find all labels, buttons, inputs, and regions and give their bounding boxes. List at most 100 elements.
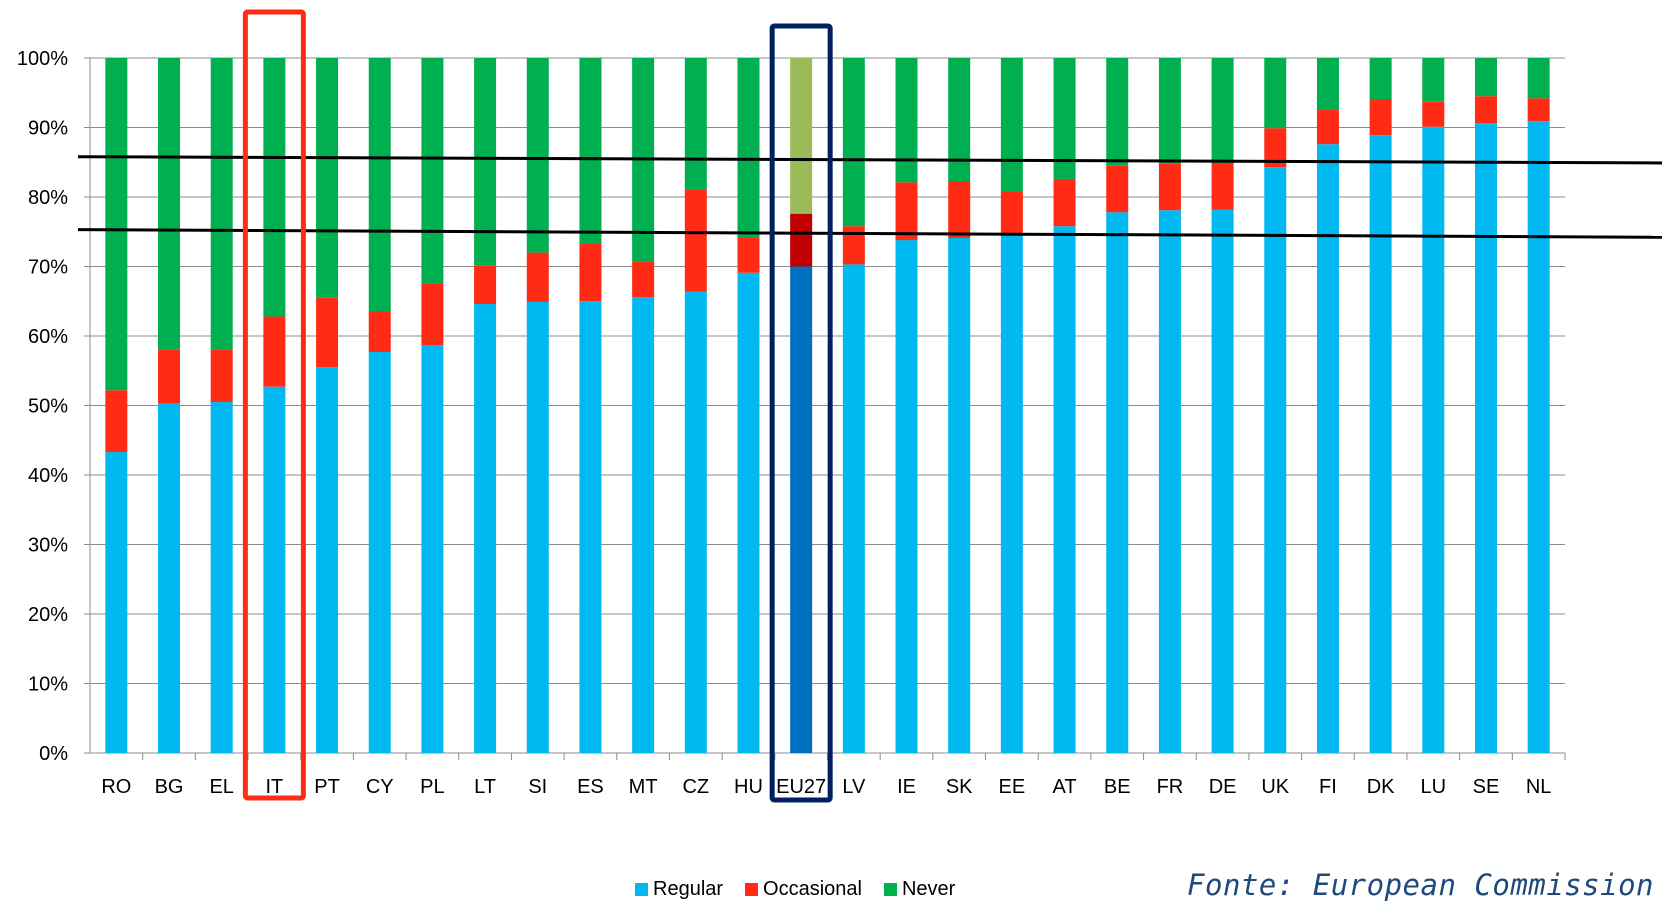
- x-tick-label: PT: [314, 776, 340, 798]
- bar-never-es: [579, 58, 602, 244]
- y-tick-label: 20%: [28, 604, 68, 626]
- x-tick-label: AT: [1053, 776, 1077, 798]
- x-tick-label: FR: [1157, 776, 1184, 798]
- bar-occasional-at: [1053, 178, 1076, 227]
- bar-regular-mt: [632, 297, 655, 753]
- bar-never-pl: [421, 58, 444, 284]
- x-tick-label: EE: [999, 776, 1026, 798]
- bar-occasional-lu: [1422, 101, 1445, 127]
- bar-regular-it: [263, 386, 286, 753]
- bar-never-lu: [1422, 58, 1445, 102]
- x-tick-label: BE: [1104, 776, 1131, 798]
- bar-regular-pt: [316, 367, 339, 753]
- x-tick-label: LU: [1421, 776, 1447, 798]
- bar-regular-fr: [1158, 210, 1181, 753]
- bar-occasional-nl: [1527, 98, 1550, 122]
- bar-occasional-dk: [1369, 99, 1392, 136]
- bar-never-si: [526, 58, 549, 253]
- bar-regular-cz: [684, 291, 707, 753]
- bar-occasional-se: [1474, 96, 1497, 124]
- bar-never-be: [1106, 58, 1129, 166]
- bar-never-eu27: [790, 58, 813, 214]
- bar-regular-lv: [842, 264, 865, 753]
- x-tick-label: BG: [155, 776, 184, 798]
- y-tick-label: 30%: [28, 535, 68, 557]
- x-tick-label: EU27: [776, 776, 826, 798]
- bar-occasional-pt: [316, 297, 339, 368]
- reference-line-2: [77, 228, 1662, 239]
- y-tick-label: 90%: [28, 118, 68, 140]
- bar-occasional-si: [526, 252, 549, 302]
- bar-occasional-fr: [1158, 163, 1181, 211]
- y-tick-label: 50%: [28, 396, 68, 418]
- bar-regular-si: [526, 301, 549, 753]
- bar-regular-el: [210, 402, 233, 753]
- bar-occasional-sk: [948, 181, 971, 239]
- bar-never-it: [263, 58, 286, 317]
- highlight-box-eu27: [769, 23, 833, 803]
- bar-regular-ie: [895, 240, 918, 754]
- bar-never-fr: [1158, 58, 1181, 164]
- y-tick-label: 0%: [39, 743, 68, 765]
- bar-regular-de: [1211, 209, 1234, 753]
- y-tick-label: 10%: [28, 674, 68, 696]
- bar-regular-ro: [105, 452, 128, 753]
- legend-label-occasional: Occasional: [763, 877, 862, 900]
- bar-occasional-be: [1106, 165, 1129, 213]
- bar-never-nl: [1527, 58, 1550, 99]
- bar-occasional-it: [263, 316, 286, 387]
- bar-never-ee: [1000, 58, 1023, 192]
- bar-never-cy: [368, 58, 391, 311]
- x-tick-label: CY: [366, 776, 394, 798]
- bar-occasional-fi: [1316, 109, 1339, 145]
- x-tick-label: PL: [420, 776, 444, 798]
- legend-swatch-regular: [635, 882, 648, 896]
- x-tick-label: ES: [577, 776, 604, 798]
- stacked-bar-chart: 0% 10% 20% 30% 40% 50% 60% 70% 80% 90% 100% RO BG EL I…: [17, 9, 1662, 803]
- y-tick-label: 40%: [28, 465, 68, 487]
- bar-never-uk: [1264, 58, 1287, 129]
- bar-regular-hu: [737, 272, 760, 753]
- legend: Regular Occasional Never: [635, 876, 977, 902]
- bar-regular-dk: [1369, 135, 1392, 753]
- bar-regular-uk: [1264, 167, 1287, 754]
- bar-regular-sk: [948, 238, 971, 753]
- legend-label-regular: Regular: [653, 877, 724, 900]
- bar-occasional-cy: [368, 310, 391, 352]
- bar-regular-se: [1474, 123, 1497, 753]
- y-tick-label: 60%: [28, 326, 68, 348]
- y-tick-label: 70%: [28, 257, 68, 279]
- y-tick-label: 100%: [17, 48, 68, 70]
- bar-regular-be: [1106, 212, 1129, 754]
- bar-occasional-ro: [105, 390, 128, 453]
- bar-never-ro: [105, 58, 128, 391]
- bar-regular-cy: [368, 351, 391, 753]
- x-tick-label: SI: [528, 776, 547, 798]
- legend-swatch-never: [883, 882, 897, 896]
- legend-label-never: Never: [901, 877, 956, 900]
- x-tick-label: DE: [1209, 776, 1237, 798]
- bar-never-bg: [158, 58, 181, 350]
- x-tick-label: MT: [629, 776, 658, 798]
- bar-never-pt: [316, 58, 339, 298]
- bar-never-lt: [474, 58, 497, 266]
- x-tick-label: SK: [946, 776, 973, 798]
- bar-regular-es: [579, 301, 602, 753]
- x-tick-label: EL: [209, 776, 233, 798]
- legend-item-occasional: Occasional: [745, 878, 862, 901]
- bar-regular-lt: [474, 304, 497, 753]
- x-tick-label: LV: [842, 776, 866, 798]
- x-tick-label: CZ: [682, 776, 709, 798]
- bar-occasional-es: [579, 243, 602, 302]
- bar-never-sk: [948, 58, 971, 182]
- bar-regular-bg: [158, 403, 181, 753]
- bar-occasional-pl: [421, 283, 444, 346]
- y-tick-label: 80%: [28, 187, 68, 209]
- x-tick-label: FI: [1319, 776, 1337, 798]
- bar-occasional-cz: [684, 189, 707, 292]
- bar-occasional-hu: [737, 238, 760, 273]
- bar-never-at: [1053, 58, 1076, 179]
- x-tick-label: DK: [1367, 776, 1395, 798]
- bar-never-dk: [1369, 58, 1392, 100]
- bar-never-cz: [684, 58, 707, 190]
